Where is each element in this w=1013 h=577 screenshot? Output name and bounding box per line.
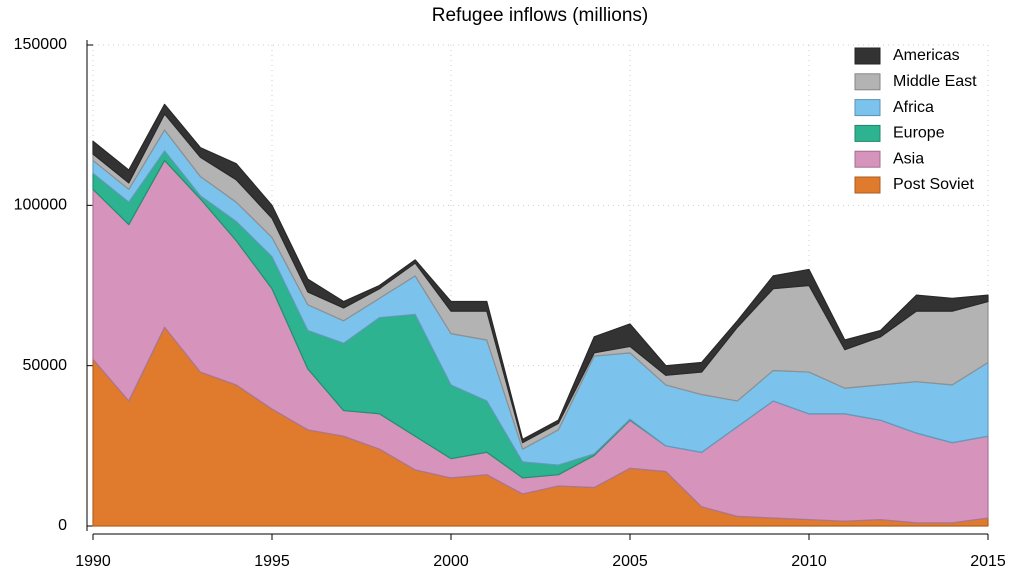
legend-swatch [854, 150, 881, 168]
legend-swatch [854, 73, 881, 91]
chart-title: Refugee inflows (millions) [432, 5, 648, 26]
x-tick-label: 2005 [612, 553, 648, 570]
y-tick-label: 150000 [14, 36, 67, 53]
legend-label: Middle East [893, 73, 977, 90]
legend-swatch [854, 176, 881, 194]
legend-label: Americas [893, 47, 960, 64]
area [92, 103, 989, 444]
y-tick-label: 50000 [23, 357, 68, 374]
x-tick-label: 2010 [791, 553, 827, 570]
legend-swatch [854, 99, 881, 117]
legend-swatch [854, 47, 881, 65]
x-tick-label: 2015 [970, 553, 1006, 570]
x-tick-label: 2000 [433, 553, 469, 570]
legend-label: Asia [893, 150, 924, 167]
y-tick-label: 100000 [14, 197, 67, 214]
legend-label: Europe [893, 125, 945, 142]
legend-label: Africa [893, 99, 934, 116]
x-tick-label: 1990 [75, 553, 111, 570]
y-tick-label: 0 [58, 517, 67, 534]
legend-swatch [854, 124, 881, 142]
x-tick-label: 1995 [254, 553, 290, 570]
legend-label: Post Soviet [893, 176, 974, 193]
